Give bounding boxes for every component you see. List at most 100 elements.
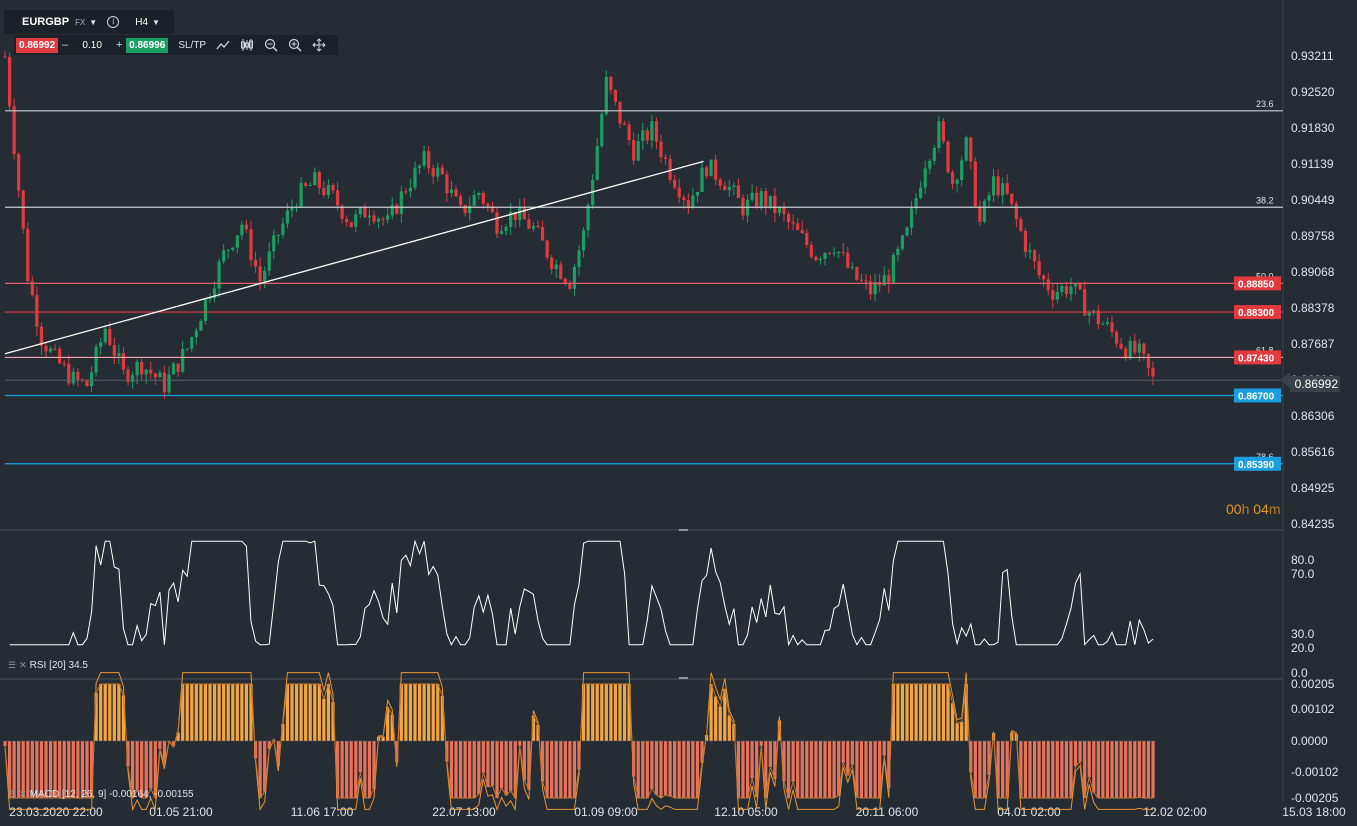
level-tag-bg [1234,388,1281,403]
menu-icon[interactable]: ☰ [8,789,17,799]
level-tag: 0.88300 [1238,308,1275,319]
macd-bar [973,741,977,798]
candle-body [317,172,321,188]
macd-bar [335,741,340,798]
quantity-input[interactable]: 0.10 [82,39,102,51]
macd-bar [12,741,16,798]
candle-body [686,199,690,208]
candle-body [691,195,695,208]
candle-body [445,174,449,194]
macd-bar [996,741,1000,798]
macd-bar [417,684,422,741]
macd-bar [44,741,48,798]
macd-bar [1064,741,1069,798]
macd-bar [80,741,85,798]
timeframe-label[interactable]: H4 [135,16,149,28]
symbol-dropdown-icon[interactable]: ▼ [89,17,98,27]
macd-bar [709,684,713,741]
macd-bar [108,684,112,741]
candle-body [345,219,349,223]
macd-bar [654,741,659,795]
candle-body [536,225,540,228]
macd-bar [71,741,75,798]
candle-body [35,295,39,327]
macd-bar [732,724,736,741]
buy-button[interactable]: 0.86996 [126,37,169,53]
quantity-plus-button[interactable]: + [115,39,123,51]
macd-bar [235,684,239,741]
candle-body [1133,340,1137,353]
symbol-label[interactable]: EURGBP [22,16,70,28]
candle-body [235,235,239,248]
quantity-minus-button[interactable]: – [62,39,69,51]
macd-bar [855,741,859,798]
macd-bar [30,741,34,798]
line-chart-icon[interactable] [216,38,230,52]
macd-bar [144,741,148,798]
macd-bar [978,741,982,798]
candle-body [422,151,426,166]
macd-bar [331,702,335,741]
timeframe-dropdown-icon[interactable]: ▼ [152,17,160,27]
candle-body [773,195,777,213]
candle-body [741,197,745,216]
candle-body [458,196,463,205]
macd-bar [1019,741,1023,798]
candle-body [299,183,303,207]
zoom-in-icon[interactable] [288,38,302,52]
macd-bar [395,741,399,763]
rsi-legend[interactable]: ☰ ✕ RSI [20] 34.5 [8,660,88,671]
macd-bar [126,741,130,767]
candle-body [654,121,659,142]
candle-body [376,218,381,222]
candle-body [3,56,7,58]
macd-bar [199,684,203,741]
candle-body [622,123,627,125]
candle-body [304,183,308,186]
candle-body [991,176,996,196]
candle-body [909,208,914,228]
info-icon[interactable]: i [107,16,120,28]
candle-body [923,168,927,188]
candle-body [144,369,148,375]
macd-tick-label: 0.00102 [1291,702,1335,716]
sell-button[interactable]: 0.86992 [16,37,59,53]
candle-body [1078,283,1082,290]
macd-bar [759,741,763,746]
macd-bar [896,684,900,741]
candle-body [768,195,772,207]
sltp-button[interactable]: SL/TP [178,39,207,51]
candle-body [563,278,567,283]
candle-body [481,192,485,204]
candle-body [650,121,654,141]
macd-legend[interactable]: ☰ ✕ MACD [12, 26, 9] -0.00164, -0.00155 [8,789,194,800]
y-tick-label: 0.86306 [1291,409,1335,423]
macd-bar [536,724,540,741]
candle-body [331,184,335,191]
close-icon[interactable]: ✕ [19,789,27,799]
macd-bar [1051,741,1055,798]
macd-bar [950,703,955,741]
close-icon[interactable]: ✕ [19,660,27,670]
candle-body [149,369,153,374]
macd-bar [276,741,280,767]
macd-bar [427,684,431,741]
candle-body [941,121,946,142]
rsi-tick-label: 70.0 [1291,567,1315,581]
candle-body [645,130,649,141]
macd-bar [559,741,563,798]
zoom-out-icon[interactable] [264,38,278,52]
candle-body [440,167,444,175]
macd-bar [117,684,121,741]
menu-icon[interactable]: ☰ [8,660,17,670]
candle-body [1046,279,1050,291]
candles-icon[interactable] [240,38,254,52]
macd-bar [372,741,376,789]
move-icon[interactable] [312,38,326,52]
countdown-minutes: 04 [1253,501,1269,517]
candle-body [891,255,895,284]
macd-bar [823,741,827,798]
candle-body [1010,193,1014,204]
